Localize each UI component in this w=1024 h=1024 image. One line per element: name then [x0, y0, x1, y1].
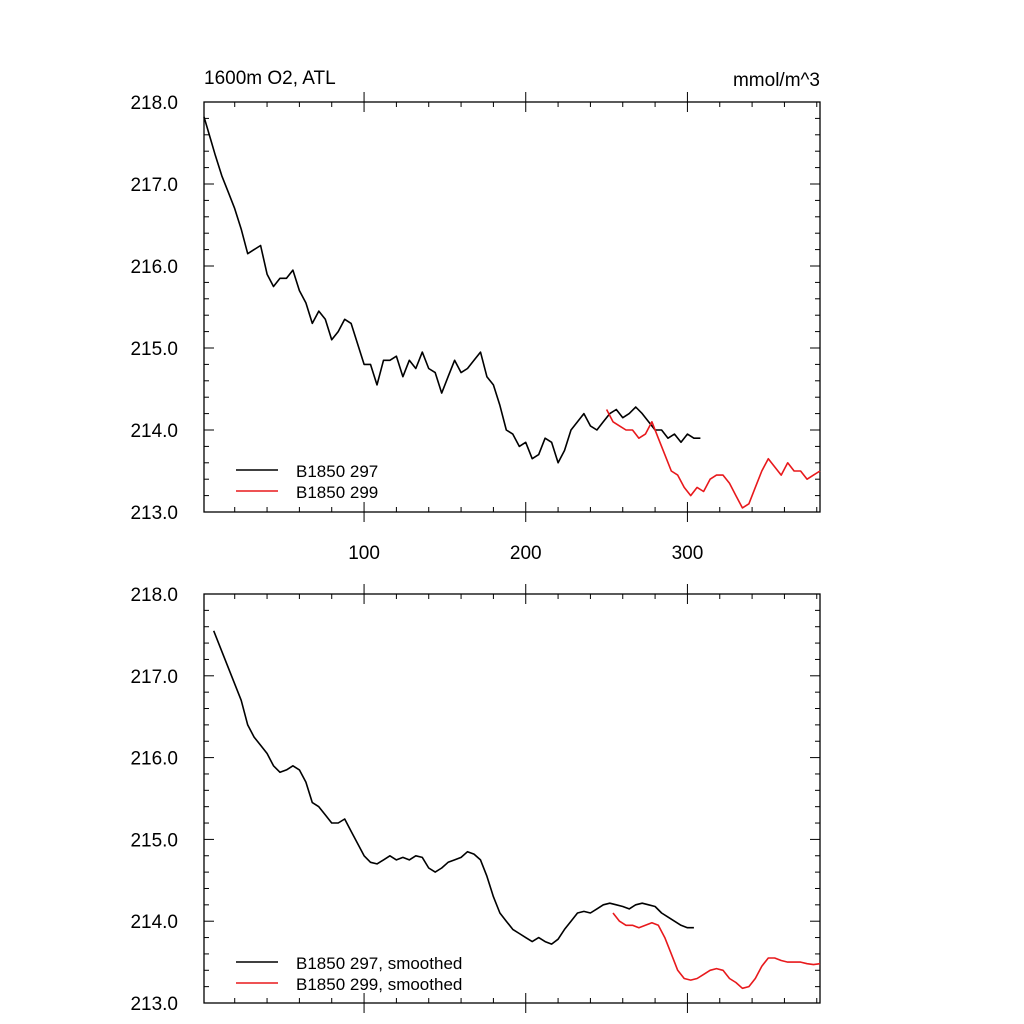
- y-tick-label: 218.0: [130, 93, 178, 114]
- x-tick-label: 200: [510, 543, 542, 564]
- y-tick-label: 214.0: [130, 421, 178, 442]
- series-line-2: [612, 912, 821, 990]
- plot-frame: [203, 101, 821, 513]
- y-tick-label: 214.0: [130, 912, 178, 933]
- legend-label-2: B1850 299: [296, 483, 378, 502]
- y-tick-label: 213.0: [130, 994, 178, 1015]
- y-tick-label: 216.0: [130, 257, 178, 278]
- bottom-panel: 213.0 214.0 215.0 216.0 217.0 218.0 B1850 297,…: [130, 584, 821, 1015]
- chart-title-left: 1600m O2, ATL: [204, 68, 336, 89]
- x-tick-label: 300: [672, 543, 704, 564]
- y-tick-label: 213.0: [130, 503, 178, 524]
- y-tick-label: 217.0: [130, 175, 178, 196]
- y-tick-label: 215.0: [130, 830, 178, 851]
- chart-title-right: mmol/m^3: [733, 70, 820, 91]
- y-tick-label: 217.0: [130, 667, 178, 688]
- plot-frame: [203, 593, 821, 1004]
- legend-label-1: B1850 297, smoothed: [296, 954, 462, 973]
- y-tick-label: 216.0: [130, 749, 178, 770]
- y-tick-label: 215.0: [130, 339, 178, 360]
- series-line-2: [605, 409, 821, 509]
- legend-label-1: B1850 297: [296, 462, 378, 481]
- top-panel: 213.0 214.0 215.0 216.0 217.0 218.0 100 200 300 B…: [130, 92, 821, 564]
- legend-label-2: B1850 299, smoothed: [296, 975, 462, 994]
- x-tick-label: 100: [348, 543, 380, 564]
- series-line-1: [203, 116, 701, 464]
- y-tick-label: 218.0: [130, 585, 178, 606]
- series-line-1: [212, 630, 694, 945]
